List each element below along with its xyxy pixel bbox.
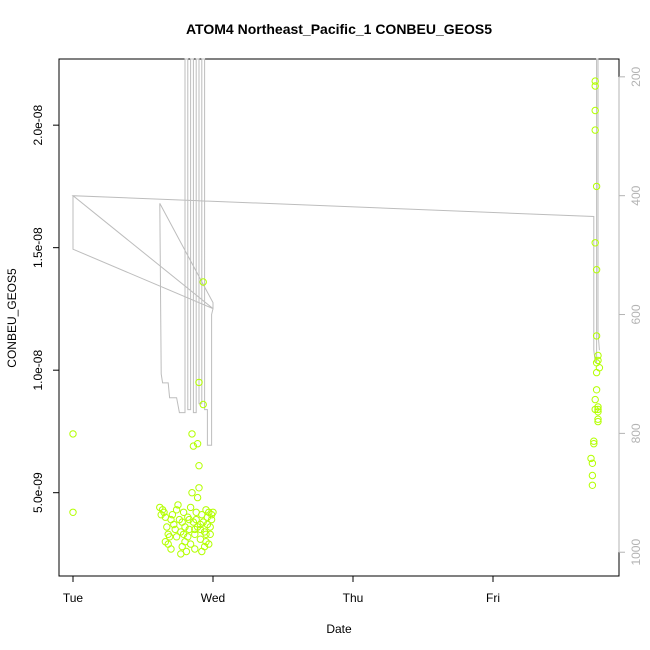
data-point	[179, 530, 188, 538]
data-point	[592, 266, 601, 274]
data-point	[594, 403, 602, 411]
y-right-tick-label: 600	[629, 304, 643, 324]
data-point	[594, 408, 602, 416]
y-tick-label: 2.0e-08	[31, 105, 45, 146]
y-axis: 5.0e-09 1.0e-08 1.5e-08 2.0e-08	[31, 105, 60, 513]
data-point	[174, 501, 182, 509]
data-point	[179, 508, 188, 516]
y-tick-label: 5.0e-09	[31, 472, 45, 513]
data-point	[167, 545, 175, 553]
data-point	[69, 430, 77, 438]
data-point	[170, 520, 178, 529]
y-right-tick-label: 800	[629, 423, 643, 443]
data-point	[163, 523, 171, 531]
line-layer	[71, 58, 600, 446]
data-point	[203, 513, 212, 521]
data-point	[588, 459, 597, 467]
y-right-tick-label: 400	[629, 185, 643, 205]
data-point	[185, 515, 193, 524]
data-point	[182, 547, 191, 556]
data-point	[186, 503, 195, 512]
data-point	[591, 77, 599, 85]
data-point	[161, 538, 170, 546]
x-axis-label: Date	[326, 622, 352, 636]
data-point	[594, 356, 602, 365]
data-point	[590, 440, 598, 448]
data-point	[195, 462, 203, 470]
data-point	[199, 278, 207, 286]
data-point	[594, 351, 602, 360]
data-point	[188, 489, 196, 497]
data-point	[590, 437, 598, 445]
chart-title: ATOM4 Northeast_Pacific_1 CONBEU_GEOS5	[186, 21, 492, 37]
data-point	[591, 239, 599, 247]
data-point	[592, 182, 601, 191]
plot-frame	[58, 58, 620, 577]
y-right-tick-label: 1000	[629, 539, 643, 566]
series-line	[71, 58, 600, 446]
data-point	[172, 533, 181, 541]
y-tick-label: 1.0e-08	[31, 350, 45, 391]
data-point	[588, 481, 597, 489]
data-point	[587, 454, 595, 463]
x-axis: Tue Wed Thu Fri	[63, 575, 500, 605]
data-point	[195, 378, 203, 387]
data-point	[206, 530, 214, 538]
data-point	[191, 545, 199, 553]
y-axis-label: CONBEU_GEOS5	[5, 268, 19, 368]
data-point	[172, 506, 181, 514]
data-point	[186, 540, 195, 548]
data-point	[592, 386, 601, 394]
data-point	[207, 515, 216, 524]
data-point	[191, 530, 199, 538]
data-point	[205, 540, 213, 548]
data-point	[168, 511, 177, 519]
data-point	[594, 415, 602, 423]
data-point	[188, 430, 196, 438]
x-tick-label: Tue	[63, 591, 84, 605]
data-point	[206, 523, 214, 531]
data-point	[591, 82, 599, 90]
data-point	[193, 440, 202, 448]
data-point	[185, 525, 193, 534]
data-point	[184, 533, 192, 541]
data-point	[594, 417, 602, 426]
data-point	[196, 525, 205, 534]
data-point	[189, 442, 198, 450]
data-point	[595, 364, 604, 372]
data-point	[200, 542, 209, 551]
data-point	[592, 332, 601, 340]
data-point	[195, 484, 203, 492]
data-point	[165, 533, 174, 541]
y-tick-label: 1.5e-08	[31, 227, 45, 268]
data-point	[588, 471, 597, 480]
data-point	[193, 493, 202, 502]
x-tick-label: Thu	[343, 591, 364, 605]
data-point	[191, 525, 199, 534]
point-layer	[69, 77, 604, 558]
data-point	[160, 508, 168, 516]
data-point	[594, 405, 602, 414]
data-point	[591, 106, 599, 115]
data-point	[202, 530, 210, 538]
data-point	[199, 518, 207, 526]
x-tick-label: Wed	[201, 591, 225, 605]
data-point	[199, 400, 207, 409]
x-tick-label: Fri	[486, 591, 500, 605]
data-point	[181, 523, 189, 531]
y-right-tick-label: 200	[629, 66, 643, 86]
data-point	[192, 515, 200, 524]
data-point	[591, 126, 599, 134]
data-point	[591, 395, 599, 404]
y-axis-right: 200 400 600 800 1000	[618, 66, 643, 566]
data-point	[209, 508, 217, 516]
data-point	[69, 508, 77, 516]
